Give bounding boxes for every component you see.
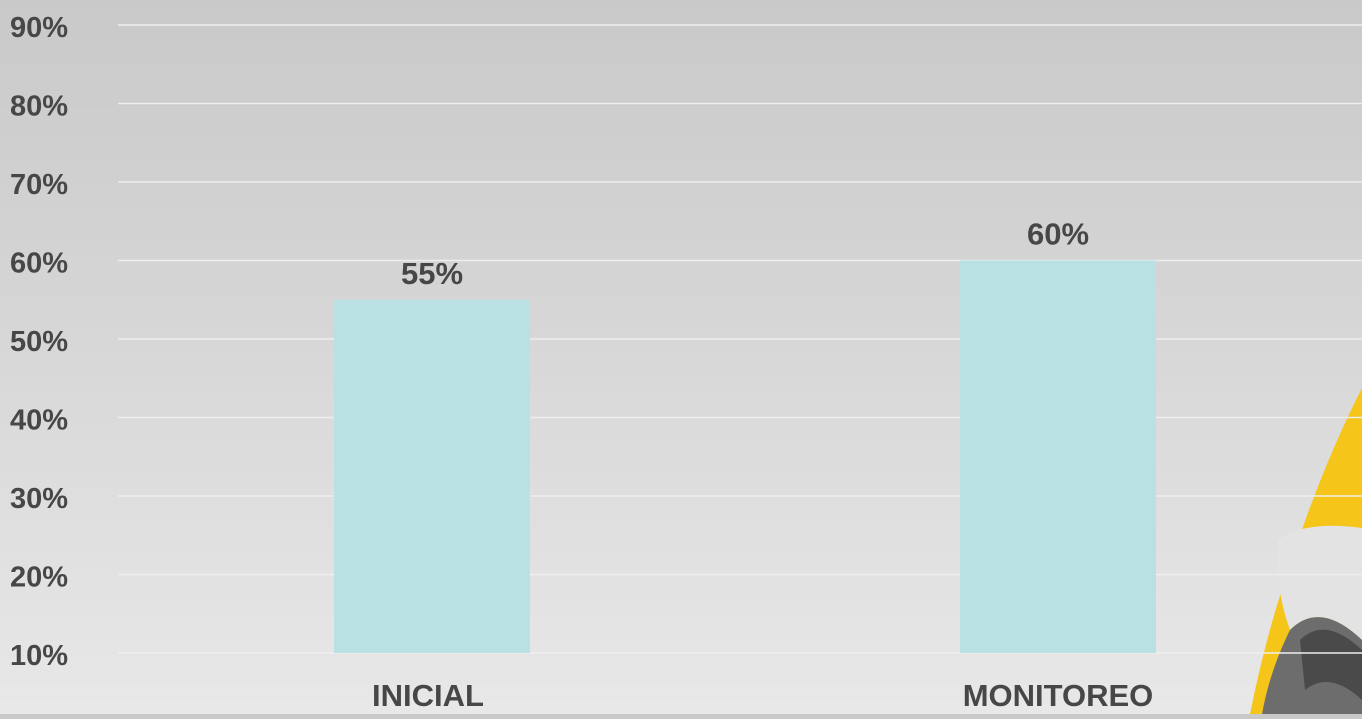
y-tick-label: 30% [10,483,68,515]
value-label-monitoreo: 60% [1027,217,1089,252]
y-tick-label: 60% [10,248,68,280]
logo-graphic [1250,388,1362,714]
y-tick-label: 10% [10,640,68,672]
gridlines [118,25,1362,653]
category-label-inicial: INICIAL [372,678,484,713]
bar-inicial [334,300,530,653]
y-tick-label: 90% [10,12,68,44]
y-tick-label: 20% [10,562,68,594]
bar-monitoreo [960,261,1156,654]
y-tick-label: 80% [10,91,68,123]
y-tick-label: 50% [10,326,68,358]
y-tick-label: 70% [10,169,68,201]
y-tick-label: 40% [10,405,68,437]
value-label-inicial: 55% [401,256,463,291]
bars [334,261,1156,654]
category-label-monitoreo: MONITOREO [963,678,1154,713]
category-labels: INICIAL MONITOREO [372,678,1153,713]
y-axis-tick-labels: 10% 20% 30% 40% 50% 60% 70% 80% 90% [10,12,68,672]
